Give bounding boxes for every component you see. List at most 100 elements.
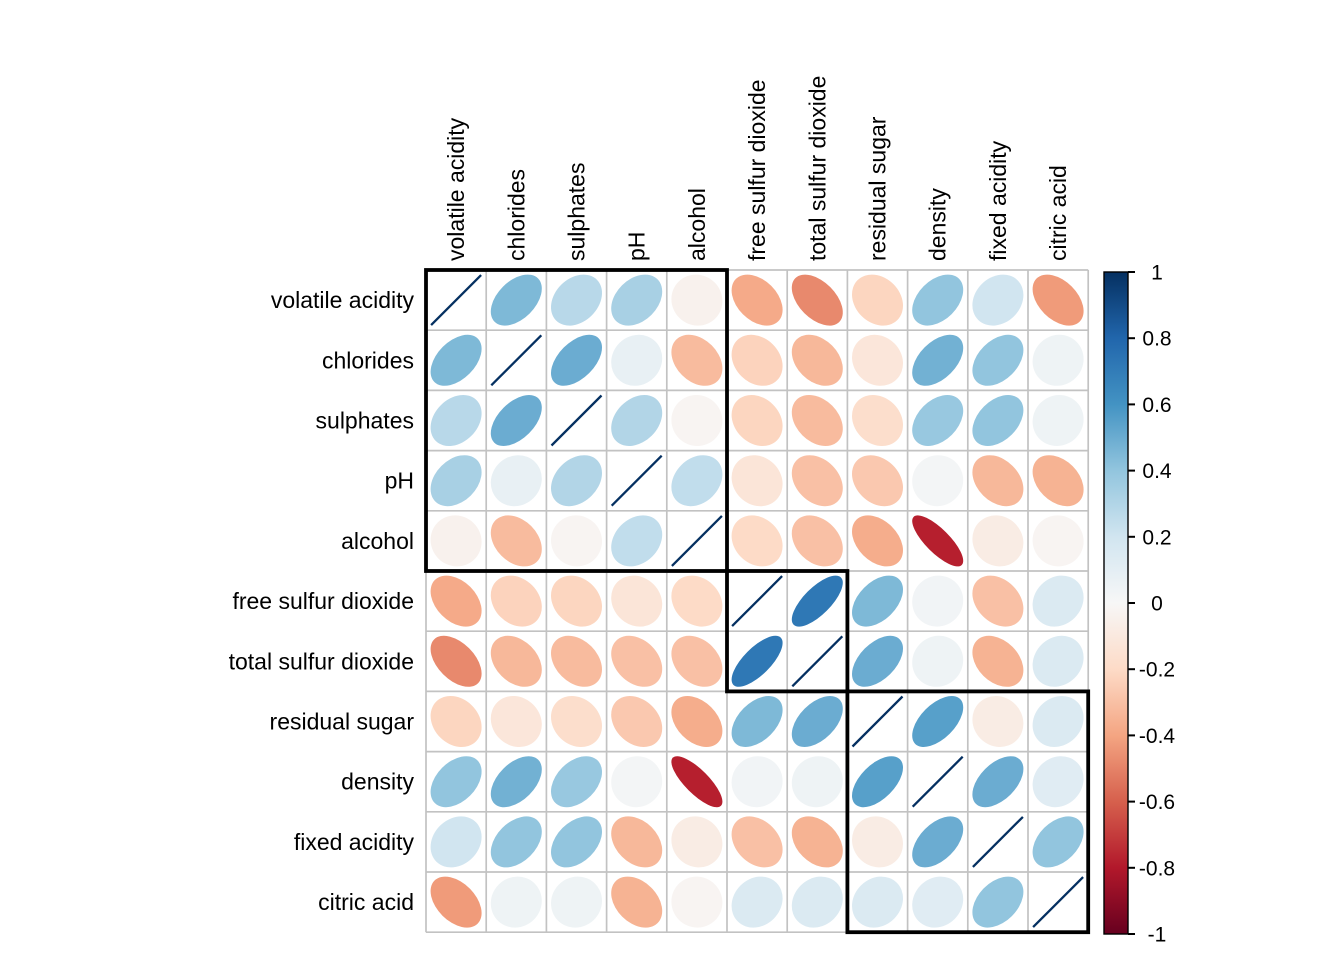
correlation-ellipse	[611, 515, 663, 567]
correlation-ellipse	[972, 455, 1024, 507]
correlation-ellipse	[1032, 696, 1084, 748]
diagonal-unit-line	[550, 394, 603, 447]
diagonal-unit-line	[430, 274, 482, 326]
correlation-ellipse	[731, 394, 783, 446]
correlation-ellipse	[731, 695, 783, 747]
cluster-rect	[725, 569, 850, 694]
correlation-ellipse	[1032, 515, 1084, 567]
colorbar-tick-label: -0.2	[1139, 659, 1175, 682]
correlation-ellipse	[912, 635, 964, 687]
correlation-ellipse	[912, 575, 964, 627]
correlation-ellipse	[791, 876, 843, 928]
correlation-ellipse	[1032, 816, 1084, 868]
correlation-ellipse	[972, 575, 1024, 627]
correlation-ellipse	[731, 635, 783, 687]
correlation-ellipse	[430, 575, 482, 627]
correlation-ellipse	[791, 756, 843, 808]
correlation-ellipse	[490, 274, 542, 326]
column-label: residual sugar	[865, 116, 891, 261]
row-label: sulphates	[316, 408, 414, 434]
correlation-ellipse	[551, 515, 603, 567]
matrix-cells	[430, 274, 1084, 928]
correlation-ellipse	[490, 575, 542, 627]
correlation-ellipse	[611, 756, 663, 808]
correlation-ellipse	[1032, 274, 1084, 326]
column-label: total sulfur dioxide	[804, 76, 830, 261]
correlation-ellipse	[912, 334, 964, 386]
correlation-ellipse	[430, 515, 482, 567]
correlation-ellipse	[851, 334, 903, 386]
correlation-ellipse	[731, 876, 783, 928]
correlation-ellipse	[852, 876, 904, 928]
correlation-ellipse	[490, 756, 542, 808]
correlation-ellipse	[490, 695, 542, 747]
column-label: sulphates	[564, 163, 590, 261]
column-label: pH	[624, 232, 650, 261]
diagonal-unit-line	[1032, 876, 1084, 928]
correlation-ellipse	[671, 455, 723, 507]
correlation-ellipse	[851, 274, 903, 326]
correlation-ellipse	[912, 515, 964, 567]
diagonal-unit-line	[972, 816, 1024, 868]
correlation-ellipse	[972, 515, 1024, 567]
row-label: fixed acidity	[294, 829, 415, 855]
correlation-ellipse	[611, 696, 663, 748]
colorbar-tick-label: -0.6	[1139, 791, 1175, 814]
correlation-ellipse	[912, 876, 964, 928]
correlation-ellipse	[430, 876, 482, 928]
correlation-ellipse	[611, 274, 663, 326]
correlation-ellipse	[791, 455, 843, 507]
correlation-ellipse	[852, 816, 904, 868]
diagonal-unit-line	[610, 454, 663, 507]
row-label: citric acid	[318, 889, 414, 915]
correlation-ellipse	[1032, 575, 1084, 627]
column-label: fixed acidity	[985, 140, 1011, 261]
correlation-ellipse	[972, 635, 1024, 687]
correlation-ellipse	[912, 816, 964, 868]
correlation-ellipse	[611, 575, 663, 627]
correlation-ellipse	[671, 274, 723, 326]
correlation-ellipse	[791, 816, 843, 868]
correlation-ellipse	[611, 334, 663, 386]
correlation-ellipse	[912, 274, 964, 326]
diagonal-unit-line	[671, 515, 723, 567]
colorbar-tick-label: -0.4	[1139, 725, 1176, 748]
correlation-ellipse	[551, 756, 603, 808]
correlation-ellipse	[972, 274, 1024, 326]
diagonal-unit-line	[731, 575, 783, 627]
correlation-ellipse	[731, 816, 783, 868]
correlation-ellipse	[430, 394, 482, 446]
correlation-ellipse	[490, 394, 542, 446]
correlation-ellipse	[490, 876, 542, 928]
colorbar-tick-label: 0.8	[1142, 328, 1171, 351]
correlation-ellipse	[430, 334, 482, 386]
correlation-ellipse	[791, 394, 843, 446]
correlation-ellipse	[731, 455, 783, 507]
correlation-ellipse	[671, 756, 723, 808]
correlation-ellipse	[851, 395, 903, 447]
correlation-ellipse	[490, 816, 542, 868]
correlation-ellipse	[671, 334, 723, 386]
colorbar-tick-label: -1	[1148, 924, 1167, 947]
correlation-ellipse	[611, 635, 663, 687]
correlation-ellipse	[671, 695, 723, 747]
row-label: density	[341, 769, 414, 795]
correlation-ellipse	[852, 575, 904, 627]
correlation-ellipse	[430, 455, 482, 507]
colorbar-tick-label: 0.6	[1142, 394, 1171, 417]
colorbar-tick-label: 1	[1151, 262, 1163, 285]
correlation-ellipse	[550, 334, 602, 386]
correlation-ellipse	[430, 696, 482, 748]
colorbar-tick-label: 0	[1151, 593, 1163, 616]
column-label: citric acid	[1045, 165, 1071, 261]
column-label: chlorides	[503, 169, 529, 261]
correlation-ellipse	[490, 635, 542, 687]
colorbar-tick-label: 0.4	[1142, 460, 1172, 483]
correlation-ellipse	[731, 515, 783, 567]
correlation-ellipse	[791, 274, 843, 326]
diagonal-unit-line	[911, 755, 964, 808]
correlation-ellipse	[671, 876, 723, 928]
cluster-rect	[424, 268, 729, 573]
correlation-ellipse	[551, 635, 603, 687]
